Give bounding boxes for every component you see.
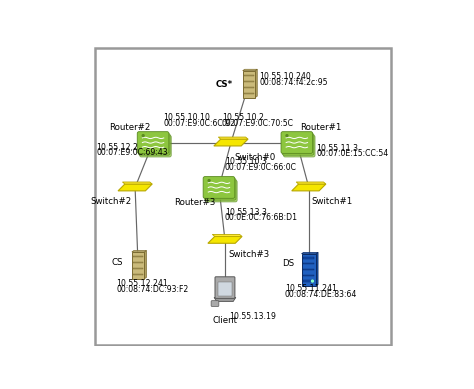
Text: 00:07:0E:15:CC:54: 00:07:0E:15:CC:54 — [316, 149, 389, 158]
Text: CS*: CS* — [215, 80, 232, 89]
FancyBboxPatch shape — [133, 262, 143, 263]
Text: 00:07:E9:0C:69:43: 00:07:E9:0C:69:43 — [96, 148, 168, 157]
FancyBboxPatch shape — [133, 256, 143, 257]
FancyBboxPatch shape — [281, 131, 313, 153]
Text: CS: CS — [111, 258, 123, 267]
Polygon shape — [118, 184, 152, 191]
FancyBboxPatch shape — [244, 87, 254, 88]
Text: 10.55.10.10: 10.55.10.10 — [164, 114, 210, 123]
Text: 00:07:E9:0C:66:0C: 00:07:E9:0C:66:0C — [225, 163, 297, 172]
Text: Router#1: Router#1 — [300, 123, 341, 132]
Text: 00:07:E9:0C:70:5C: 00:07:E9:0C:70:5C — [222, 119, 294, 128]
FancyBboxPatch shape — [140, 135, 171, 157]
Polygon shape — [212, 235, 242, 237]
FancyBboxPatch shape — [211, 301, 219, 307]
FancyBboxPatch shape — [95, 48, 391, 345]
FancyBboxPatch shape — [203, 177, 235, 198]
FancyBboxPatch shape — [244, 93, 254, 94]
Circle shape — [208, 179, 211, 182]
Circle shape — [142, 134, 145, 137]
FancyBboxPatch shape — [303, 263, 314, 265]
FancyBboxPatch shape — [137, 131, 169, 153]
Text: Client: Client — [212, 316, 237, 325]
Text: 00:08:74:DC:93:F2: 00:08:74:DC:93:F2 — [117, 285, 189, 294]
FancyBboxPatch shape — [206, 180, 237, 202]
Text: 10.55.12.2: 10.55.12.2 — [96, 142, 138, 152]
Text: Switch#2: Switch#2 — [91, 197, 132, 206]
Text: Router#2: Router#2 — [109, 123, 150, 132]
FancyBboxPatch shape — [303, 275, 314, 276]
FancyBboxPatch shape — [215, 277, 235, 298]
FancyBboxPatch shape — [133, 274, 143, 275]
FancyBboxPatch shape — [244, 81, 254, 82]
Text: Switch#3: Switch#3 — [228, 250, 269, 259]
FancyBboxPatch shape — [133, 268, 143, 269]
FancyBboxPatch shape — [132, 252, 145, 279]
Polygon shape — [214, 139, 248, 146]
FancyBboxPatch shape — [282, 133, 314, 155]
Circle shape — [311, 280, 313, 282]
FancyBboxPatch shape — [204, 179, 236, 200]
Circle shape — [285, 134, 289, 137]
Text: 00:08:74:DE:83:64: 00:08:74:DE:83:64 — [285, 289, 357, 299]
Polygon shape — [145, 251, 146, 279]
FancyBboxPatch shape — [243, 71, 255, 98]
Text: DS: DS — [282, 259, 294, 268]
Text: 10.55.11.241: 10.55.11.241 — [285, 284, 337, 293]
Text: Switch#1: Switch#1 — [312, 197, 353, 206]
Polygon shape — [292, 184, 326, 191]
Polygon shape — [316, 252, 318, 286]
Text: 10.55.12.241: 10.55.12.241 — [117, 279, 168, 288]
Polygon shape — [219, 137, 248, 139]
Polygon shape — [243, 69, 257, 71]
Text: 10.55.10.3: 10.55.10.3 — [225, 158, 267, 166]
Polygon shape — [132, 251, 146, 252]
FancyBboxPatch shape — [283, 135, 315, 157]
FancyBboxPatch shape — [303, 269, 314, 270]
FancyBboxPatch shape — [303, 280, 314, 282]
Polygon shape — [214, 298, 236, 301]
Text: 00:08:74:f4:2c:95: 00:08:74:f4:2c:95 — [259, 78, 328, 87]
FancyBboxPatch shape — [244, 75, 254, 76]
FancyBboxPatch shape — [303, 257, 314, 259]
Polygon shape — [296, 182, 326, 184]
Polygon shape — [208, 237, 242, 243]
Text: 00:0E:0C:76:6B:D1: 00:0E:0C:76:6B:D1 — [225, 213, 298, 222]
Text: 10.55.13.19: 10.55.13.19 — [229, 312, 276, 321]
Text: 10.55.13.3: 10.55.13.3 — [225, 207, 267, 217]
Text: 00:07:E9:0C:6C:92: 00:07:E9:0C:6C:92 — [164, 119, 236, 128]
Polygon shape — [255, 69, 257, 98]
FancyBboxPatch shape — [301, 254, 316, 286]
Polygon shape — [301, 252, 318, 254]
FancyBboxPatch shape — [138, 133, 170, 155]
Text: 10.55.10.240: 10.55.10.240 — [259, 72, 311, 81]
Text: 10.55.11.3: 10.55.11.3 — [316, 144, 358, 153]
Polygon shape — [122, 182, 152, 184]
FancyBboxPatch shape — [218, 282, 232, 296]
Text: 10.55.10.2: 10.55.10.2 — [222, 114, 264, 123]
Text: Router#3: Router#3 — [174, 198, 216, 207]
Text: Switch#0: Switch#0 — [234, 153, 275, 162]
